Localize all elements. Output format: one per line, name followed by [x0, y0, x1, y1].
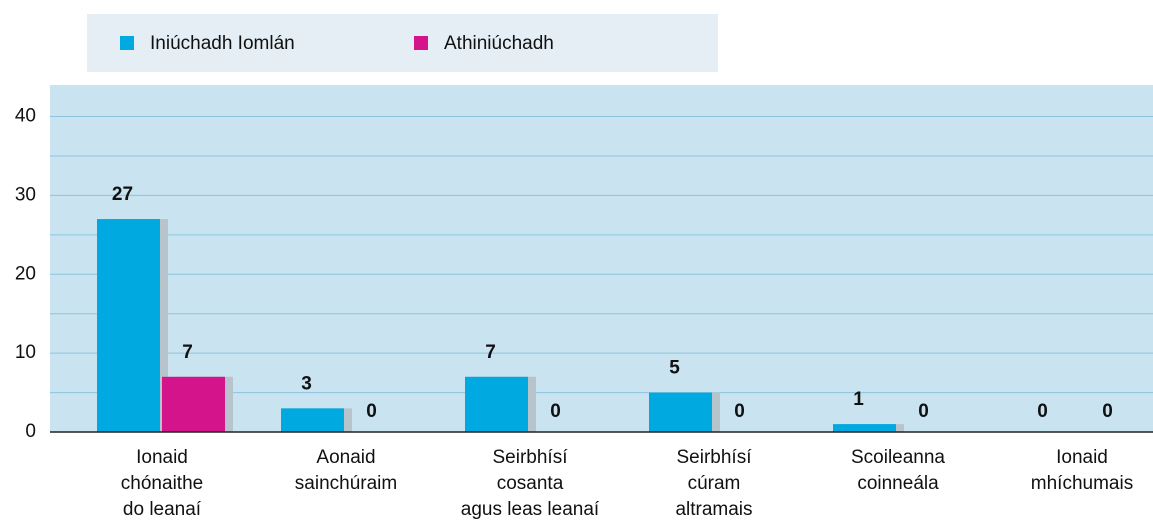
y-tick-label: 30	[15, 184, 36, 205]
x-tick-label: Scoileanna	[851, 447, 945, 468]
x-tick-label: Seirbhísí	[677, 447, 753, 468]
bar	[97, 219, 160, 432]
value-label: 0	[734, 401, 745, 422]
x-tick-label: chónaithe	[121, 473, 203, 494]
bar	[649, 392, 712, 432]
y-tick-label: 0	[25, 421, 36, 442]
x-tick-label: cosanta	[497, 473, 564, 494]
y-tick-label: 10	[15, 342, 36, 363]
x-tick-label: mhíchumais	[1031, 473, 1133, 494]
plot-area	[50, 85, 1153, 432]
x-tick-label: agus leas leanaí	[461, 499, 600, 520]
value-label: 0	[550, 401, 561, 422]
y-tick-label: 40	[15, 106, 36, 127]
x-tick-label: Ionaid	[1056, 447, 1108, 468]
legend-swatch	[414, 36, 428, 50]
value-label: 3	[301, 373, 312, 394]
legend-label: Athiniúchadh	[444, 33, 554, 54]
bar	[162, 376, 225, 432]
value-label: 0	[1102, 401, 1113, 422]
y-tick-label: 20	[15, 263, 36, 284]
value-label: 5	[669, 358, 680, 379]
value-label: 0	[1037, 401, 1048, 422]
value-label: 0	[366, 401, 377, 422]
value-label: 0	[918, 401, 929, 422]
value-label: 27	[112, 184, 133, 205]
bar	[833, 424, 896, 432]
legend-box	[87, 14, 718, 72]
x-tick-label: cúram	[688, 473, 741, 494]
x-tick-label: altramais	[675, 499, 752, 520]
x-tick-label: Aonaid	[316, 447, 375, 468]
x-tick-label: sainchúraim	[295, 473, 397, 494]
value-label: 7	[485, 342, 496, 363]
bar	[465, 376, 528, 432]
x-tick-label: coinneála	[857, 473, 939, 494]
x-tick-label: Seirbhísí	[493, 447, 569, 468]
bar	[281, 408, 344, 432]
legend-label: Iniúchadh Iomlán	[150, 33, 295, 54]
legend-swatch	[120, 36, 134, 50]
x-tick-label: Ionaid	[136, 447, 188, 468]
value-label: 7	[182, 342, 193, 363]
x-tick-label: do leanaí	[123, 499, 202, 520]
value-label: 1	[853, 389, 864, 410]
